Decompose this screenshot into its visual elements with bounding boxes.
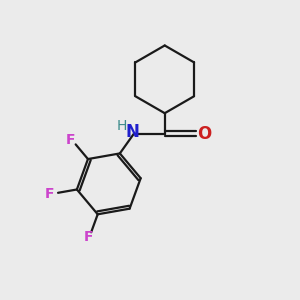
Text: H: H — [116, 118, 127, 133]
Text: O: O — [197, 125, 211, 143]
Text: F: F — [66, 133, 75, 147]
Text: F: F — [84, 230, 93, 244]
Text: N: N — [125, 123, 139, 141]
Text: F: F — [45, 187, 55, 201]
